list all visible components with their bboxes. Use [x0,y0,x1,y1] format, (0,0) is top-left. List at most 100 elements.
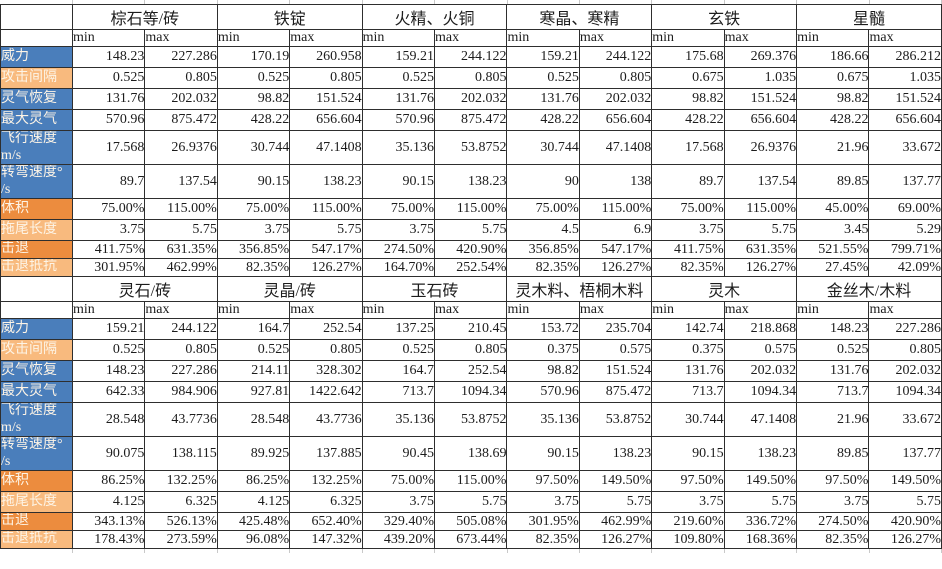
stat-value-cell: 656.604 [578,109,653,131]
stat-value-cell: 115.00% [434,198,508,220]
stat-value-cell: 1.035 [723,67,798,89]
gridline-cell [290,549,363,553]
stat-value-cell: 30.744 [506,130,580,165]
stat-row-label: 攻击间隔 [0,339,73,361]
stat-value-cell: 927.81 [216,381,291,403]
stat-value-cell: 42.09% [868,258,942,277]
stat-row-label: 最大灵气 [0,381,73,403]
corner-cell [0,4,73,30]
stat-value-cell: 137.77 [868,436,942,471]
stat-value-cell: 164.70% [361,258,436,277]
stat-value-cell: 0.805 [289,67,363,89]
stat-value-cell: 97.50% [796,470,870,492]
corner-cell [0,276,73,302]
stat-value-cell: 286.212 [868,46,942,68]
stat-value-cell: 137.54 [144,164,218,199]
max-header: max [144,29,218,47]
stat-value-cell: 1422.642 [289,381,363,403]
stat-value-cell: 0.375 [506,339,580,361]
stat-row-label: 击退抵抗 [0,530,73,549]
stat-value-cell: 75.00% [71,198,146,220]
stat-value-cell: 98.82 [506,360,580,382]
stat-value-cell: 45.00% [796,198,870,220]
max-header: max [434,29,508,47]
stat-value-cell: 642.33 [71,381,146,403]
min-header: min [216,29,291,47]
worksheet-gridlines-bottom [0,549,942,553]
stat-value-cell: 631.35% [144,240,218,259]
stat-value-cell: 0.575 [578,339,653,361]
stat-value-cell: 151.524 [289,88,363,110]
stat-value-cell: 411.75% [71,240,146,259]
stat-value-cell: 159.21 [361,46,436,68]
stat-value-cell: 53.8752 [434,402,508,437]
stat-value-cell: 82.35% [651,258,725,277]
stat-value-cell: 47.1408 [578,130,653,165]
max-header: max [434,301,508,319]
stat-value-cell: 86.25% [71,470,146,492]
stat-value-cell: 75.00% [506,198,580,220]
stat-value-cell: 202.032 [578,88,653,110]
stat-value-cell: 53.8752 [578,402,653,437]
stat-value-cell: 570.96 [506,381,580,403]
gridline-cell [363,549,436,553]
stat-value-cell: 3.75 [651,491,725,513]
stat-value-cell: 149.50% [723,470,798,492]
stat-value-cell: 30.744 [651,402,725,437]
stat-value-cell: 428.22 [796,109,870,131]
stat-row-label: 拖尾长度 [0,219,73,241]
gridline-cell [290,0,363,4]
stat-value-cell: 356.85% [506,240,580,259]
stat-value-cell: 53.8752 [434,130,508,165]
stat-value-cell: 98.82 [796,88,870,110]
stat-value-cell: 132.25% [289,470,363,492]
stat-value-cell: 30.744 [216,130,291,165]
stat-value-cell: 89.85 [796,436,870,471]
stat-value-cell: 170.19 [216,46,291,68]
stat-value-cell: 126.27% [578,258,653,277]
material-header: 棕石等/砖 [72,4,218,30]
stat-row-label: 灵气恢复 [0,88,73,110]
gridline-cell [435,0,508,4]
material-header: 灵木 [651,276,798,302]
stat-value-cell: 33.672 [868,130,942,165]
stat-value-cell: 149.50% [868,470,942,492]
stat-value-cell: 343.13% [71,512,146,531]
stat-value-cell: 26.9376 [144,130,218,165]
stat-value-cell: 126.27% [723,258,798,277]
stat-value-cell: 5.75 [434,491,508,513]
stat-value-cell: 656.604 [723,109,798,131]
stat-value-cell: 0.805 [578,67,653,89]
stat-value-cell: 505.08% [434,512,508,531]
stat-value-cell: 43.7736 [144,402,218,437]
gridline-cell [652,0,725,4]
stat-row-label: 威力 [0,46,73,68]
gridline-cell [870,0,942,4]
stat-value-cell: 0.525 [361,339,436,361]
stat-value-cell: 428.22 [216,109,291,131]
stat-value-cell: 0.575 [723,339,798,361]
stat-row-label: 击退 [0,512,73,531]
stat-value-cell: 0.805 [144,67,218,89]
material-header: 玄铁 [651,4,798,30]
gridline-cell [145,549,218,553]
stat-row-label: 最大灵气 [0,109,73,131]
gridline-cell [0,549,73,553]
gridline-cell [725,0,798,4]
stat-value-cell: 138.69 [434,436,508,471]
material-stats-table: 棕石等/砖 铁锭 火精、火铜 寒晶、寒精 玄铁 星髓 min max min max min max m… [0,4,942,549]
min-header: min [651,29,725,47]
stat-value-cell: 28.548 [71,402,146,437]
stat-value-cell: 6.9 [578,219,653,241]
material-header: 灵木料、梧桐木料 [506,276,653,302]
stat-value-cell: 202.032 [723,360,798,382]
stat-value-cell: 356.85% [216,240,291,259]
stat-value-cell: 82.35% [506,258,580,277]
stat-value-cell: 274.50% [796,512,870,531]
stat-value-cell: 656.604 [868,109,942,131]
stat-value-cell: 547.17% [289,240,363,259]
stat-row-label: 转弯速度°/s [0,436,73,471]
stat-value-cell: 4.5 [506,219,580,241]
stat-value-cell: 89.925 [216,436,291,471]
